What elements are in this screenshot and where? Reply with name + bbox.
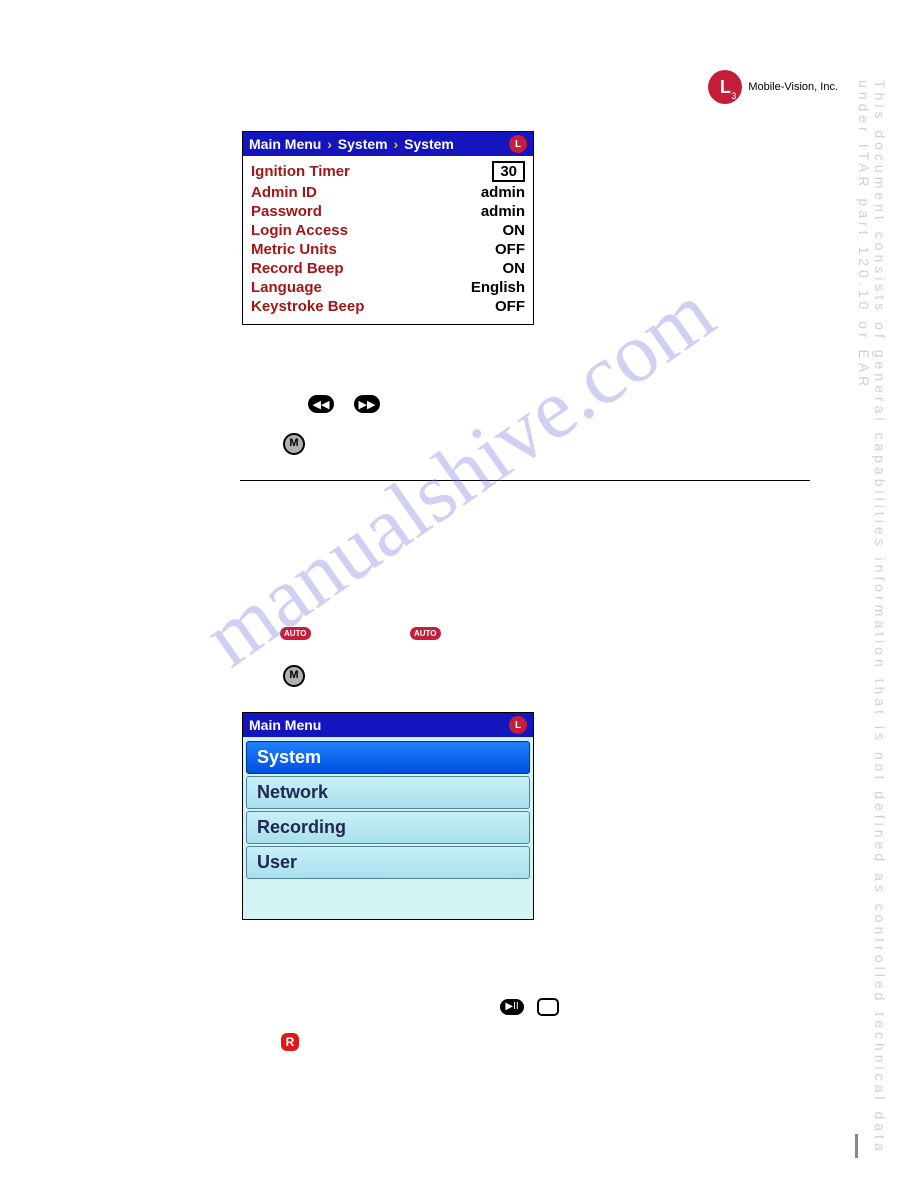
setting-value: admin: [481, 184, 525, 201]
system-settings-panel: Main Menu › System › System L Ignition T…: [242, 131, 534, 325]
menu-item-network[interactable]: Network: [246, 776, 530, 809]
setting-value: ON: [503, 260, 526, 277]
setting-row-admin-id[interactable]: Admin ID admin: [251, 183, 525, 202]
setting-label: Login Access: [251, 222, 348, 239]
auto-button-2[interactable]: AUTO: [410, 627, 441, 640]
r-button[interactable]: R: [281, 1033, 299, 1051]
m-button-2[interactable]: M: [283, 665, 305, 687]
side-watermark-text: This document consists of general capabi…: [856, 80, 888, 1188]
crumb-system2: System: [404, 136, 454, 152]
panel-logo-icon: L: [509, 135, 527, 153]
setting-label: Admin ID: [251, 184, 317, 201]
logo-3: 3: [731, 91, 736, 101]
setting-label: Ignition Timer: [251, 163, 350, 180]
setting-row-metric-units[interactable]: Metric Units OFF: [251, 240, 525, 259]
setting-value: ON: [503, 222, 526, 239]
setting-row-login-access[interactable]: Login Access ON: [251, 221, 525, 240]
setting-row-keystroke-beep[interactable]: Keystroke Beep OFF: [251, 297, 525, 316]
section-divider: [240, 480, 810, 481]
setting-value: OFF: [495, 298, 525, 315]
company-name: Mobile-Vision, Inc.: [748, 81, 838, 93]
menu-item-recording[interactable]: Recording: [246, 811, 530, 844]
crumb-main: Main Menu: [249, 136, 321, 152]
menu-item-system[interactable]: System: [246, 741, 530, 774]
setting-label: Keystroke Beep: [251, 298, 364, 315]
play-stop-buttons: ▶II: [500, 998, 559, 1016]
setting-value: admin: [481, 203, 525, 220]
main-menu-header: Main Menu L: [243, 713, 533, 737]
system-panel-header: Main Menu › System › System L: [243, 132, 533, 156]
setting-label: Language: [251, 279, 322, 296]
rewind-button[interactable]: ◀◀: [308, 395, 334, 413]
nav-button-row: ◀◀ ▶▶: [308, 395, 380, 413]
breadcrumb: Main Menu › System › System: [249, 136, 454, 152]
panel-logo-icon: L: [509, 716, 527, 734]
menu-body: System Network Recording User: [243, 737, 533, 919]
crumb-sep-icon: ›: [327, 136, 332, 152]
setting-row-ignition-timer[interactable]: Ignition Timer 30: [251, 160, 525, 183]
settings-body: Ignition Timer 30 Admin ID admin Passwor…: [243, 156, 533, 324]
setting-row-password[interactable]: Password admin: [251, 202, 525, 221]
l3-logo-circle: L 3: [708, 70, 742, 104]
m-button[interactable]: M: [283, 433, 305, 455]
crumb-sep-icon: ›: [394, 136, 399, 152]
setting-label: Record Beep: [251, 260, 344, 277]
setting-value: OFF: [495, 241, 525, 258]
forward-icon: ▶▶: [359, 398, 376, 411]
page-marker: [855, 1134, 858, 1158]
auto-button-1[interactable]: AUTO: [280, 627, 311, 640]
diagonal-watermark: manualshive.com: [186, 264, 731, 687]
setting-label: Metric Units: [251, 241, 337, 258]
setting-row-language[interactable]: Language English: [251, 278, 525, 297]
logo-l: L: [720, 77, 731, 98]
main-menu-panel: Main Menu L System Network Recording Use…: [242, 712, 534, 920]
setting-label: Password: [251, 203, 322, 220]
company-logo-header: L 3 Mobile-Vision, Inc.: [708, 70, 838, 104]
play-pause-button[interactable]: ▶II: [500, 999, 524, 1015]
forward-button[interactable]: ▶▶: [354, 395, 380, 413]
setting-value: 30: [492, 161, 525, 182]
setting-value: English: [471, 279, 525, 296]
main-menu-title: Main Menu: [249, 717, 321, 733]
crumb-system: System: [338, 136, 388, 152]
rewind-icon: ◀◀: [313, 398, 330, 411]
stop-button[interactable]: [537, 998, 559, 1016]
menu-item-user[interactable]: User: [246, 846, 530, 879]
setting-row-record-beep[interactable]: Record Beep ON: [251, 259, 525, 278]
